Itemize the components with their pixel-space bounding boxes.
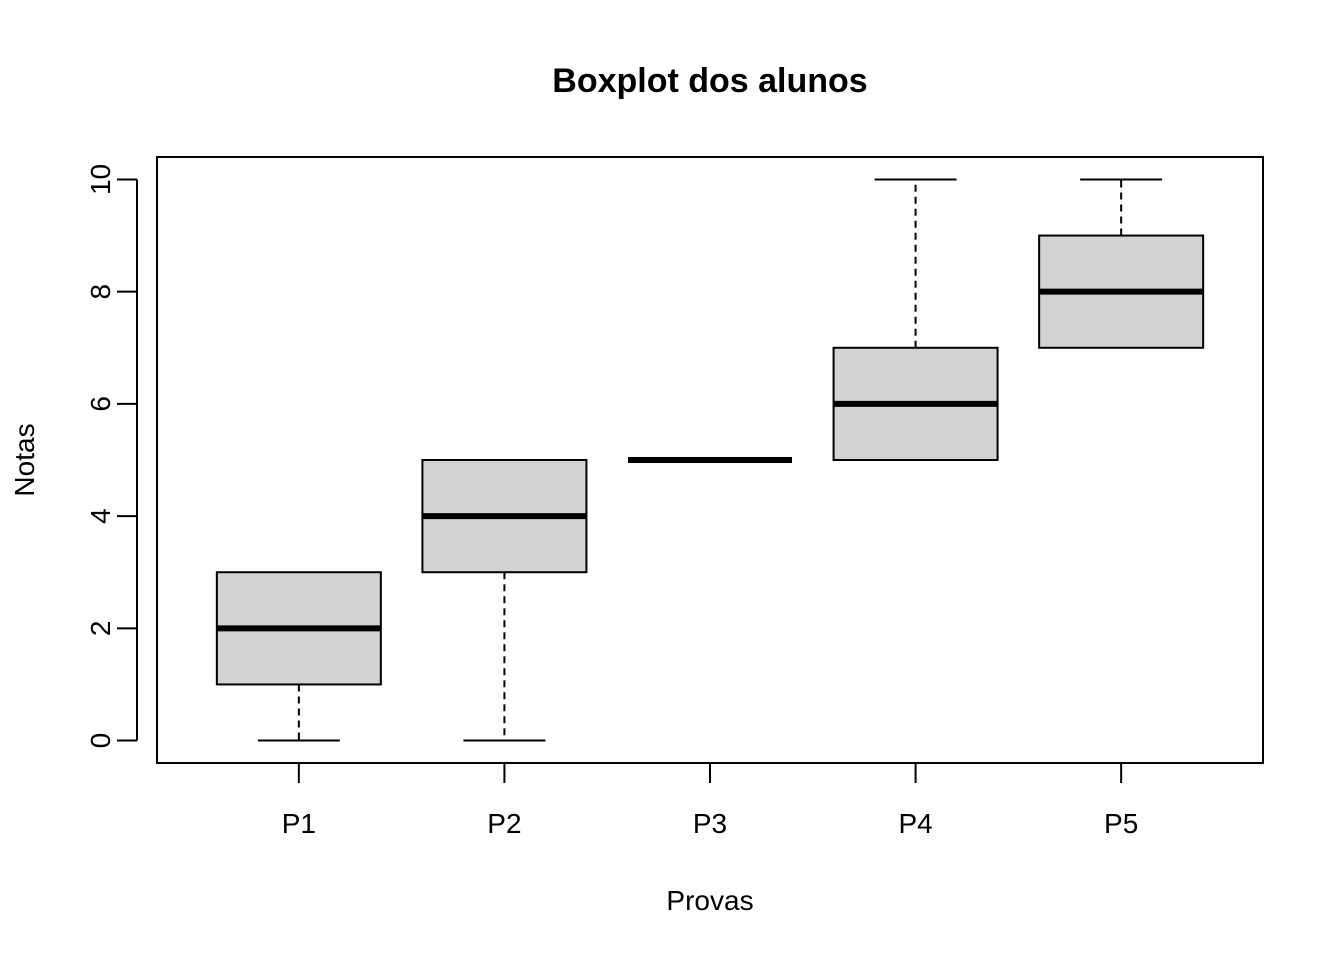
x-tick-label: P1 xyxy=(282,808,316,839)
y-axis: 0 2 4 6 8 10 xyxy=(85,164,138,749)
y-axis-label: Notas xyxy=(9,423,40,496)
y-tick-label: 2 xyxy=(85,621,116,637)
x-axis: P1 P2 P3 P4 P5 xyxy=(282,763,1138,839)
y-tick-label: 4 xyxy=(85,508,116,524)
x-axis-label: Provas xyxy=(666,885,753,916)
y-tick-label: 0 xyxy=(85,733,116,749)
box-p4 xyxy=(832,178,999,461)
x-tick-label: P2 xyxy=(487,808,521,839)
box-p5 xyxy=(1038,178,1205,349)
y-tick-label: 6 xyxy=(85,396,116,412)
x-tick-label: P4 xyxy=(898,808,932,839)
box-p2 xyxy=(421,459,588,742)
x-tick-label: P3 xyxy=(693,808,727,839)
y-tick-label: 8 xyxy=(85,284,116,300)
boxes-layer xyxy=(215,178,1205,742)
x-tick-label: P5 xyxy=(1104,808,1138,839)
box-p1 xyxy=(215,571,382,742)
y-tick-label: 10 xyxy=(85,164,116,195)
chart-title: Boxplot dos alunos xyxy=(552,62,867,100)
